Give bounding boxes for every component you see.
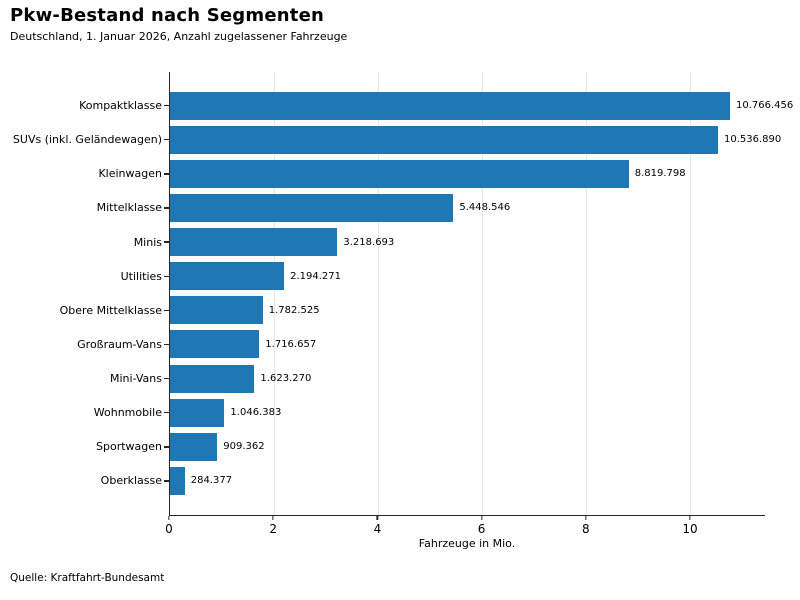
- x-tick-mark: [376, 515, 379, 520]
- y-tick-mark: [163, 139, 169, 141]
- x-axis: 0 2 4 6 8 10: [165, 515, 765, 546]
- y-tick-mark: [163, 241, 169, 243]
- x-tick-mark: [689, 515, 691, 520]
- category-label: Oberklasse: [100, 474, 162, 488]
- bar: [170, 398, 225, 427]
- bar: [170, 193, 454, 222]
- x-axis-label: Fahrzeuge in Mio.: [418, 537, 516, 550]
- bar: [170, 262, 285, 291]
- bar: [170, 159, 629, 188]
- x-tick-label: 8: [581, 521, 590, 536]
- gridline: [482, 72, 484, 515]
- bar-rows: Kompaktklasse 10.766.456 SUVs (inkl. Gelän…: [13, 72, 793, 515]
- x-tick-label: 4: [373, 521, 382, 536]
- bar-row: SUVs (inkl. Geländewagen) 10.536.890: [13, 123, 781, 157]
- x-tick-mark: [272, 515, 274, 520]
- bar-row: Utilities 2.194.271: [121, 259, 765, 293]
- bar-row: Kleinwagen 8.819.798: [98, 157, 765, 191]
- value-label: 1.046.383: [230, 407, 282, 419]
- value-label: 1.623.270: [260, 373, 312, 385]
- category-label: Kompaktklasse: [79, 99, 162, 113]
- plot-area: Kompaktklasse 10.766.456 SUVs (inkl. Gelän…: [13, 72, 793, 516]
- category-label: Utilities: [120, 269, 162, 283]
- y-tick-mark: [163, 412, 169, 414]
- gridline: [690, 72, 692, 515]
- gridline: [586, 72, 588, 515]
- category-label: SUVs (inkl. Geländewagen): [12, 133, 162, 147]
- y-tick-mark: [163, 377, 169, 380]
- bar-row: Oberklasse 284.377: [101, 464, 765, 498]
- y-tick-mark: [163, 275, 169, 277]
- gridline: [378, 72, 380, 515]
- bar: [170, 432, 218, 461]
- chart-subtitle: Deutschland, 1. Januar 2026, Anzahl zuge…: [10, 30, 348, 43]
- x-tick-label: 2: [269, 521, 278, 536]
- bar-row: Obere Mittelklasse 1.782.525: [60, 293, 765, 327]
- bar: [170, 125, 719, 154]
- value-label: 3.218.693: [343, 236, 395, 248]
- bar-row: Großraum-Vans 1.716.657: [77, 327, 765, 361]
- bar-row: Wohnmobile 1.046.383: [94, 396, 765, 430]
- bar: [170, 330, 260, 359]
- y-tick-mark: [163, 173, 169, 175]
- bar-row: Mini-Vans 1.623.270: [110, 362, 765, 396]
- category-label: Mini-Vans: [109, 372, 162, 386]
- category-label: Obere Mittelklasse: [59, 303, 162, 317]
- bar: [170, 228, 338, 257]
- value-label: 1.782.525: [268, 304, 320, 316]
- bar-row: Minis 3.218.693: [134, 225, 765, 259]
- category-label: Wohnmobile: [93, 406, 162, 420]
- bar-row: Mittelklasse 5.448.546: [97, 191, 765, 225]
- value-label: 2.194.271: [290, 270, 342, 282]
- y-tick-mark: [163, 343, 169, 346]
- value-label: 10.766.456: [735, 100, 794, 112]
- x-tick-label: 0: [165, 521, 173, 536]
- category-label: Minis: [133, 235, 162, 249]
- x-tick-label: 10: [682, 521, 698, 536]
- bar: [170, 91, 730, 120]
- bar-row: Kompaktklasse 10.766.456: [79, 89, 793, 123]
- category-label: Mittelklasse: [96, 201, 162, 215]
- y-tick-mark: [163, 480, 169, 482]
- value-label: 284.377: [190, 475, 233, 487]
- value-label: 909.362: [223, 441, 265, 453]
- y-tick-mark: [163, 104, 169, 107]
- y-tick-mark: [163, 446, 169, 448]
- category-label: Sportwagen: [96, 440, 162, 454]
- bar: [170, 364, 255, 393]
- x-tick-mark: [480, 515, 483, 520]
- source-note: Quelle: Kraftfahrt-Bundesamt: [10, 572, 165, 584]
- category-label: Kleinwagen: [98, 167, 162, 181]
- value-label: 8.819.798: [634, 168, 686, 180]
- value-label: 10.536.890: [724, 134, 782, 146]
- gridline: [274, 72, 276, 515]
- x-tick-label: 6: [477, 521, 486, 536]
- x-tick-mark: [585, 515, 587, 520]
- chart-title: Pkw-Bestand nach Segmenten: [10, 5, 324, 26]
- value-label: 5.448.546: [459, 202, 511, 214]
- bar: [170, 466, 185, 495]
- x-tick-mark: [168, 515, 170, 520]
- y-tick-mark: [163, 309, 169, 312]
- bar-row: Sportwagen 909.362: [96, 430, 765, 464]
- value-label: 1.716.657: [265, 338, 317, 350]
- y-tick-mark: [163, 207, 169, 209]
- bar: [170, 296, 263, 325]
- category-label: Großraum-Vans: [77, 337, 162, 351]
